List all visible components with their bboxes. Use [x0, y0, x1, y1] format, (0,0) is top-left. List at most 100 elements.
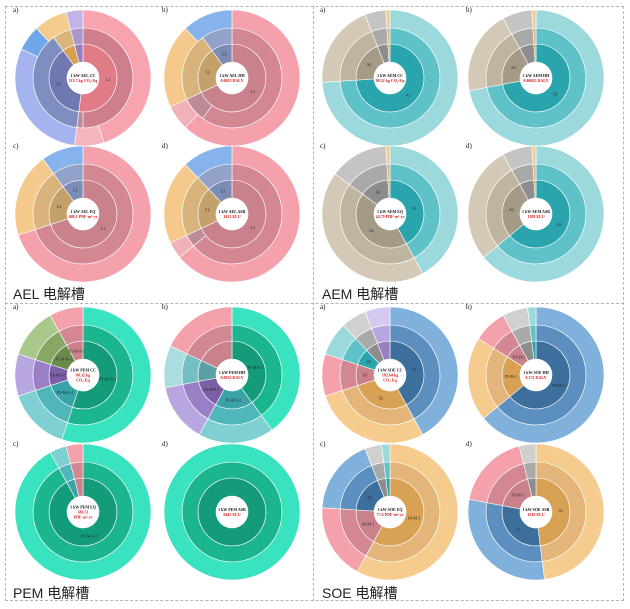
chart-center — [374, 496, 406, 528]
segment-label: L3 — [73, 188, 77, 193]
panel-label: d) — [466, 142, 473, 150]
chart-center-text: 608.1 PDF·m²·yr — [69, 214, 98, 219]
segment-label: P2-M-S-2 — [81, 534, 97, 539]
sunburst-segment — [65, 9, 84, 30]
chart-center-text: 1 kW AEL HH — [219, 73, 245, 78]
segment-label: L3 — [222, 52, 226, 57]
sunburst-segment — [483, 306, 605, 444]
chart-center-text: 1 kW PEM HH — [219, 370, 246, 375]
segment-label: A3 — [376, 190, 381, 195]
panel-label: a) — [320, 6, 326, 14]
chart-center-text: 44.79 PDF·m²·yr — [376, 214, 405, 219]
segment-label: A1 — [412, 205, 417, 210]
segment-label: P3-M-3 — [513, 354, 525, 359]
segment-label: A2 — [366, 62, 371, 67]
quadrant-title-ael: AEL 电解槽 — [13, 286, 85, 302]
panel-label: d) — [162, 440, 169, 448]
chart-center-text: 1 kW PEM EQ — [70, 505, 96, 510]
sunburst-chart: b) L1 L2 L3 1 kW AEL HH0.0025 DALY — [162, 6, 301, 147]
chart-center-text: 1421 ELU — [223, 214, 240, 219]
chart-center — [216, 359, 248, 391]
segment-label: S4-M-1 — [408, 516, 420, 521]
sunburst-segment — [163, 443, 301, 581]
chart-center-text: 0.00025 DALY — [524, 78, 549, 83]
chart-center-text: 1 kW AEM EQ — [377, 209, 403, 214]
sunburst-segment — [32, 359, 52, 391]
segment-label: A1 — [556, 222, 561, 227]
panel-label: b) — [162, 6, 169, 14]
chart-center-text: 380.51 — [78, 510, 89, 515]
panel-label: a) — [13, 6, 19, 14]
segment-label: L1 — [251, 89, 255, 94]
sunburst-segment — [179, 145, 301, 283]
chart-center-text: 1 kW AEM HH — [523, 73, 550, 78]
chart-center-text: 1 kW AEL CC — [71, 73, 96, 78]
segment-label: P2-M-S-1 — [69, 348, 85, 353]
chart-center — [67, 496, 99, 528]
chart-center-text: 1 kW AEL EQ — [71, 209, 96, 214]
segment-label: S4 — [367, 359, 371, 364]
sunburst-segment — [321, 353, 343, 397]
panel-label: c) — [320, 440, 326, 448]
chart-center-text: 8445 ELU — [223, 512, 240, 517]
sunburst-segment — [14, 353, 36, 397]
segment-label: S2 — [516, 527, 520, 532]
chart-center-text: 1 kW SOE ASR — [523, 507, 550, 512]
chart-center-text: 99.32 kg CO₂-Eq — [376, 78, 405, 83]
chart-center-text: 1 kW PEM ASR — [218, 507, 246, 512]
panel-label: c) — [13, 440, 19, 448]
sunburst-segment — [321, 9, 459, 147]
sunburst-segment — [527, 306, 537, 326]
sunburst-segment — [385, 145, 391, 165]
sunburst-segment — [385, 9, 391, 29]
sunburst-segment — [42, 145, 84, 174]
sunburst-segment — [185, 9, 301, 147]
segment-label: S2 — [368, 495, 372, 500]
chart-center-text: 1 kW PEM CC — [70, 368, 96, 373]
chart-center-text: 1 kW AEL ASR — [219, 209, 246, 214]
sunburst-segment — [65, 443, 84, 464]
segment-label: P1-M-B-1 — [56, 357, 72, 362]
vertical-divider — [313, 6, 314, 601]
chart-center — [216, 496, 248, 528]
chart-center — [67, 359, 99, 391]
chart-center-text: 1610 ELU — [527, 512, 544, 517]
sunburst-segment — [17, 145, 152, 283]
panel-label: c) — [13, 142, 19, 150]
sunburst-segment — [356, 443, 459, 581]
chart-center-text: 0.0025 DALY — [221, 78, 244, 83]
sunburst-segment — [483, 145, 605, 283]
sunburst-chart: b) P6-M-1 P5-M-1 P3-M-3 1 kW SOE HH0.172 DAL… — [466, 303, 605, 444]
panel-label: b) — [162, 303, 169, 311]
chart-center — [374, 198, 406, 230]
chart-center-text: 1 kW AEM ASR — [522, 209, 550, 214]
sunburst-segment — [381, 443, 391, 463]
sunburst-segment — [339, 359, 359, 391]
segment-label: L1 — [106, 77, 110, 82]
sunburst-segment — [170, 306, 233, 355]
panel-label: c) — [320, 142, 326, 150]
sunburst-segment — [14, 443, 152, 581]
sunburst-chart: a) P1-M-G-1 P2-M-G-1 P3-M-S-1 P1-M-B-1 P2-M-S… — [13, 303, 152, 444]
chart-center-text: 182.64 kg — [382, 373, 398, 378]
segment-label: A1 — [553, 91, 558, 96]
quadrant-title-aem: AEM 电解槽 — [322, 286, 399, 302]
chart-center-text: 0.172 DALY — [526, 375, 547, 380]
sunburst-segment — [518, 443, 537, 464]
segment-label: P2-M-P-1 — [204, 387, 220, 392]
panel-label: a) — [320, 303, 326, 311]
sunburst-chart: b) A1 A2 1 kW AEM HH0.00025 DALY — [466, 6, 605, 147]
chart-center-text: CO₂-Eq — [76, 378, 90, 383]
segment-label: L2 — [57, 82, 61, 87]
sunburst-segment — [185, 145, 233, 178]
chart-center-text: 1 kW AEM CC — [377, 73, 403, 78]
chart-center — [520, 496, 552, 528]
chart-center — [374, 62, 406, 94]
segment-label: P1-M-G-1 — [99, 376, 116, 381]
panel-label: d) — [162, 142, 169, 150]
